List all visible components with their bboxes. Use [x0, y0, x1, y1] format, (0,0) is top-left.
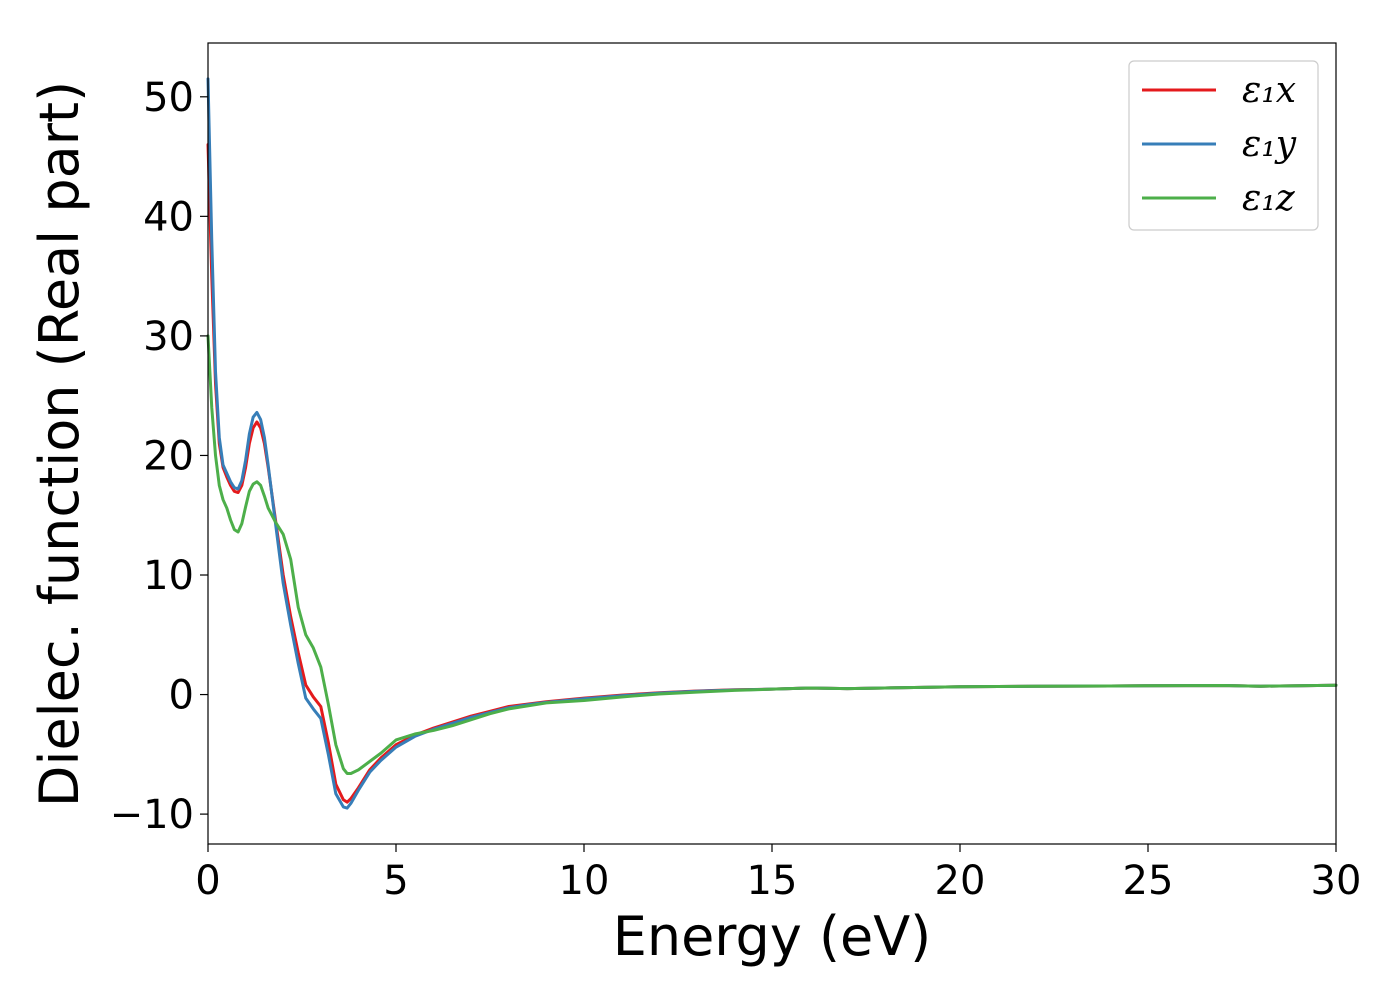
- series-line-1: [206, 143, 1338, 804]
- y-axis-title: Dielec. function (Real part): [28, 81, 91, 807]
- x-axis-title: Energy (eV): [613, 905, 932, 968]
- series-layer: [206, 77, 1338, 810]
- y-tick-label: 10: [143, 553, 194, 599]
- legend-entries: ε₁x ε₁y ε₁z: [1142, 70, 1297, 219]
- x-axis: 0 5 10 15 20 25 30: [195, 844, 1361, 904]
- x-tick-label: 25: [1123, 858, 1174, 904]
- x-tick-label: 10: [559, 858, 610, 904]
- series-line-3: [206, 334, 1338, 775]
- y-axis: −10 0 10 20 30 40 50: [110, 75, 208, 838]
- legend-box: [1128, 60, 1319, 231]
- x-tick-label: 0: [195, 858, 220, 904]
- legend-label-3: ε₁z: [1242, 178, 1296, 219]
- legend: ε₁x ε₁y ε₁z: [1128, 60, 1319, 231]
- y-tick-label: 0: [169, 673, 194, 719]
- y-tick-label: 20: [143, 433, 194, 479]
- legend-label-2: ε₁y: [1242, 124, 1297, 165]
- legend-label-1: ε₁x: [1242, 70, 1296, 111]
- y-tick-label: 30: [143, 314, 194, 360]
- x-tick-label: 30: [1311, 858, 1362, 904]
- y-tick-label: 50: [143, 75, 194, 121]
- y-tick-label: −10: [110, 792, 194, 838]
- y-tick-label: 40: [143, 194, 194, 240]
- x-tick-label: 20: [935, 858, 986, 904]
- x-tick-label: 15: [747, 858, 798, 904]
- x-tick-label: 5: [383, 858, 408, 904]
